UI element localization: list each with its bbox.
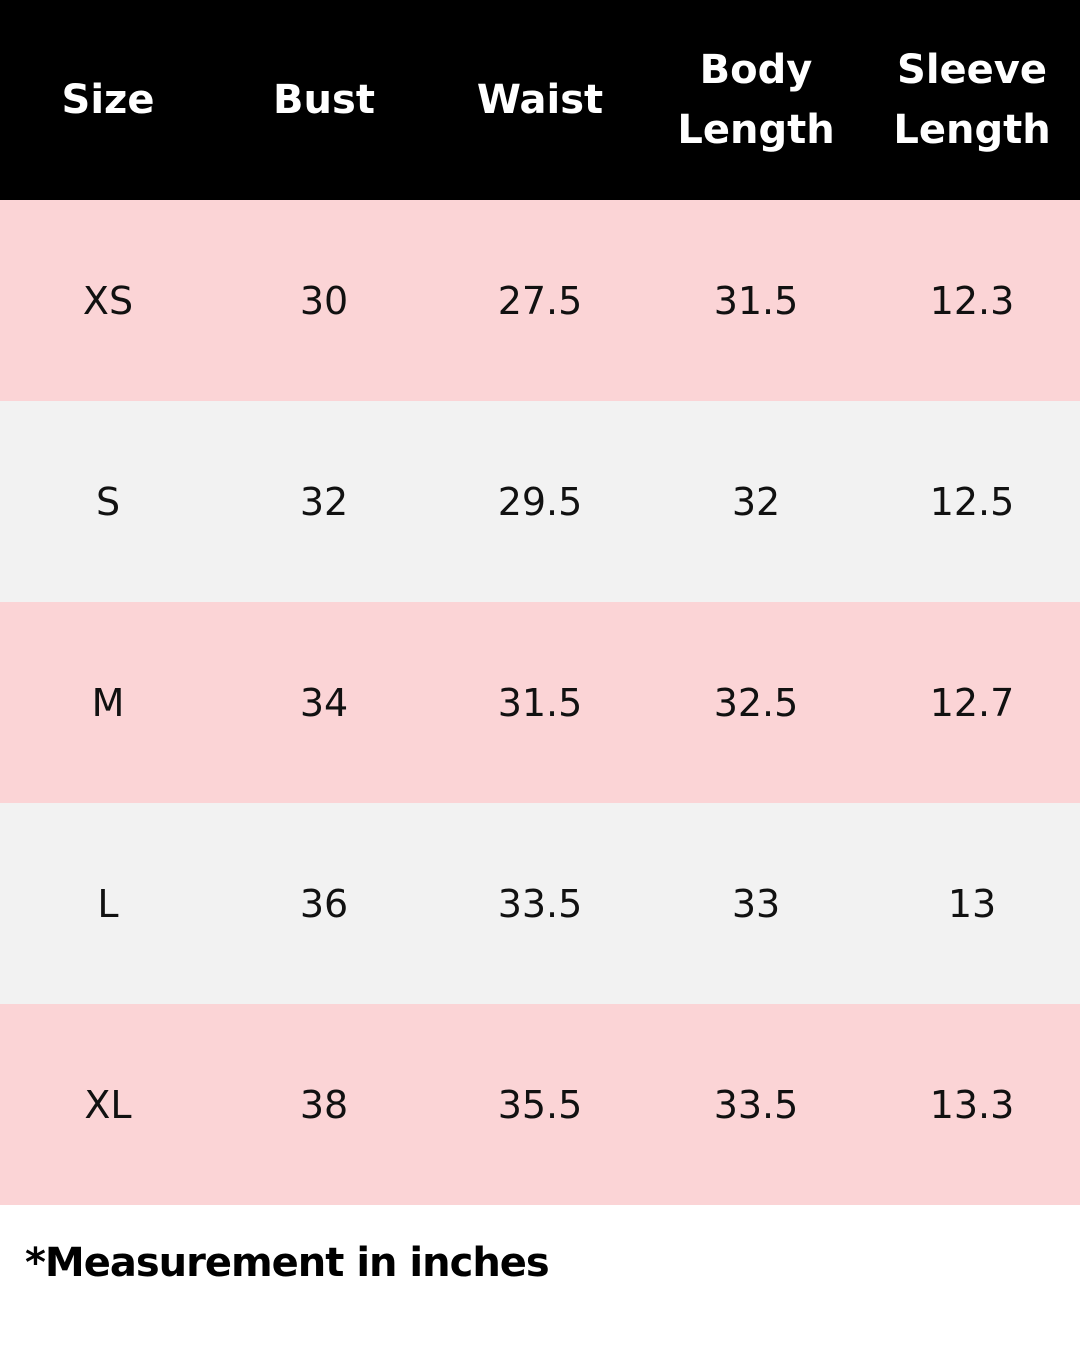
measure-cell: 35.5: [497, 1082, 583, 1127]
measure-cell: 29.5: [497, 479, 583, 524]
measure-cell: 31.5: [713, 278, 799, 323]
size-cell: XL: [84, 1082, 132, 1127]
measure-cell: 27.5: [497, 278, 583, 323]
size-cell: S: [95, 479, 121, 524]
measure-cell: 13: [947, 881, 997, 926]
size-table: Size Bust Waist Body Length Sleeve Length XS 3…: [0, 0, 1080, 1205]
size-cell: M: [91, 680, 125, 725]
measure-cell: 33: [731, 881, 781, 926]
measure-cell: 12.7: [929, 680, 1015, 725]
header-row: Size Bust Waist Body Length Sleeve Length: [0, 0, 1080, 200]
measure-cell: 13.3: [929, 1082, 1015, 1127]
measure-cell: 32: [731, 479, 781, 524]
table-row: L 36 33.5 33 13: [0, 803, 1080, 1004]
measure-cell: 33.5: [713, 1082, 799, 1127]
measure-cell: 36: [299, 881, 349, 926]
measure-cell: 38: [299, 1082, 349, 1127]
header-cell: Body Length: [677, 47, 835, 153]
measure-cell: 12.3: [929, 278, 1015, 323]
header-cell: Size: [61, 77, 155, 123]
measure-cell: 12.5: [929, 479, 1015, 524]
header-cell: Bust: [273, 77, 375, 123]
measure-cell: 30: [299, 278, 349, 323]
size-cell: XS: [82, 278, 134, 323]
header-cell: Sleeve Length: [893, 47, 1051, 153]
header-cell: Waist: [476, 77, 604, 123]
size-cell: L: [97, 881, 119, 926]
table-row: M 34 31.5 32.5 12.7: [0, 602, 1080, 803]
measure-cell: 31.5: [497, 680, 583, 725]
measure-cell: 32: [299, 479, 349, 524]
note: *Measurement in inches: [25, 1240, 550, 1286]
table-row: XS 30 27.5 31.5 12.3: [0, 200, 1080, 401]
measure-cell: 32.5: [713, 680, 799, 725]
table-row: S 32 29.5 32 12.5: [0, 401, 1080, 602]
measure-cell: 34: [299, 680, 349, 725]
measure-cell: 33.5: [497, 881, 583, 926]
table-row: XL 38 35.5 33.5 13.3: [0, 1004, 1080, 1205]
